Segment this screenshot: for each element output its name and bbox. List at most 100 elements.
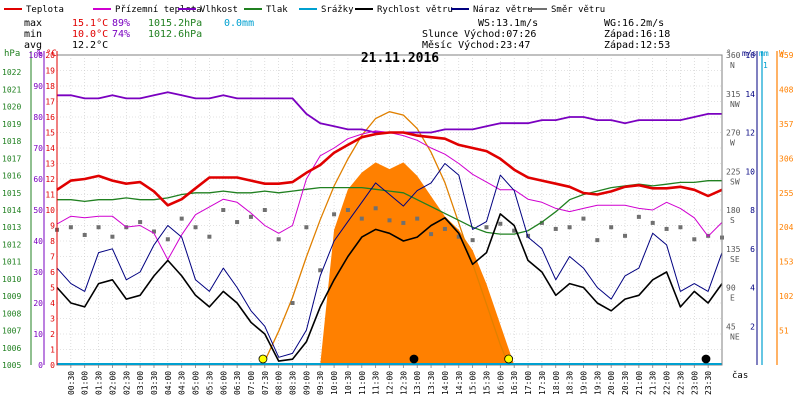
x-tick-label: 03:00 [136,371,145,395]
wind-direction-point [470,238,475,243]
x-tick-label: 10:00 [330,371,339,395]
humidity-tick-label: 90 [33,82,43,91]
wind-direction-point [318,268,323,273]
wind-gust-line [56,163,723,358]
temperature-tick-label: 5 [50,284,55,293]
direction-tick-label: 135 [726,245,741,254]
direction-tick-label: 315 [726,90,741,99]
wind-direction-point [151,229,156,234]
x-tick-label: 08:30 [289,371,298,395]
stat-avg-temp: 12.2°C [72,40,108,51]
x-tick-label: 18:30 [566,371,575,395]
x-tick-label: 20:00 [607,371,616,395]
stat-max-label: max [24,18,42,29]
temperature-tick-label: 1 [50,346,55,355]
pressure-tick-label: 1011 [2,258,21,267]
x-tick-label: 01:00 [81,371,90,395]
x-tick-label: 04:30 [178,371,187,395]
x-tick-label: 07:30 [261,371,270,395]
wind-direction-point [359,216,364,221]
wind-direction-point [138,220,143,225]
wind-direction-point [692,237,697,242]
temperature-tick-label: 0 [50,361,55,370]
x-tick-label: 05:30 [205,371,214,395]
x-tick-label: 23:00 [690,371,699,395]
pressure-tick-label: 1008 [2,309,21,318]
wind-direction-point [429,232,434,237]
direction-tick-label: 270 [726,129,741,138]
humidity-tick-label: 60 [33,175,43,184]
x-axis-label: čas [732,370,748,381]
moonrise-marker [701,354,711,364]
wind-direction-point [290,301,295,305]
solar-tick-label: 408 [779,85,794,94]
wind-tick-label: 14 [745,90,755,99]
legend-label: Rychlost větru [377,5,453,15]
pressure-axis-label: hPa [4,49,20,59]
x-tick-label: 18:00 [552,371,561,395]
direction-compass-label: NE [730,332,740,341]
info-moon: Měsíc Východ:23:47 [422,39,530,51]
temperature-tick-label: 2 [50,330,55,339]
info-wg: WG:16.2m/s [604,18,664,29]
temperature-tick-label: 17 [45,98,55,107]
x-tick-label: 19:30 [593,371,602,395]
pressure-tick-label: 1017 [2,154,21,163]
solar-area [320,162,515,365]
humidity-tick-label: 50 [33,206,43,215]
legend-label: Směr větru [551,5,605,15]
wind-tick-label: 4 [750,284,755,293]
wind-speed-line [56,213,723,362]
x-tick-label: 07:00 [247,371,256,395]
temperature-tick-label: 20 [45,51,55,60]
x-tick-label: 15:30 [482,371,491,395]
solar-tick-label: 255 [779,189,794,198]
direction-axis-label: ° [726,49,731,59]
x-tick-label: 10:30 [344,371,353,395]
wind-tick-label: 12 [745,129,755,138]
stat-min-temp: 10.0°C [72,29,108,40]
direction-tick-label: 360 [726,51,741,60]
wind-tick-label: 2 [750,322,755,331]
humidity-tick-label: 30 [33,268,43,277]
pressure-tick-label: 1014 [2,206,21,215]
humidity-tick-label: 70 [33,144,43,153]
solar-tick-label: 306 [779,154,794,163]
pressure-tick-label: 1007 [2,327,21,336]
sunrise-marker [258,354,268,364]
x-tick-label: 16:30 [510,371,519,395]
wind-direction-point [401,220,406,225]
x-tick-label: 22:30 [676,371,685,395]
wind-direction-point [262,208,267,212]
temperature-tick-label: 11 [45,191,55,200]
wind-direction-point [235,220,240,225]
pressure-tick-label: 1005 [2,361,21,370]
solar-axis-label: W [779,49,784,58]
wind-direction-point [636,214,641,219]
direction-tick-label: 45 [726,322,736,331]
chart-title: 21.11.2016 [361,51,439,66]
info-ws: WS:13.1m/s [478,18,538,29]
legend-label: Vlhkost [200,5,238,15]
wind-axis-label: m/s [742,49,757,58]
legend-label: Srážky [321,5,354,15]
stat-max-temp: 15.1°C [72,18,108,29]
x-tick-label: 13:30 [427,371,436,395]
pressure-tick-label: 1012 [2,240,21,249]
axes-layer: hPa1005100610071008100910101011101210131… [2,49,794,395]
direction-compass-label: W [730,139,735,148]
x-tick-label: 06:00 [219,371,228,395]
wind-direction-point [442,226,447,231]
direction-compass-label: NW [730,100,740,109]
x-tick-label: 17:00 [524,371,533,395]
temperature-tick-label: 3 [50,315,55,324]
temperature-tick-label: 19 [45,67,55,76]
pressure-tick-label: 1013 [2,223,21,232]
wind-direction-point [664,226,669,231]
x-tick-label: 09:00 [302,371,311,395]
pressure-tick-label: 1020 [2,103,21,112]
direction-compass-label: E [730,294,735,303]
wind-direction-point [387,218,392,223]
pressure-tick-label: 1018 [2,137,21,146]
solar-tick-label: 102 [779,292,794,301]
